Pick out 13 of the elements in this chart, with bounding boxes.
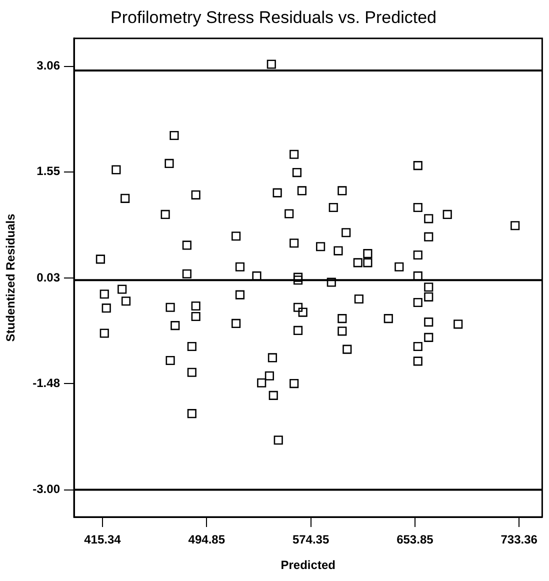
x-tick-label: 733.36 xyxy=(500,532,538,547)
chart-title: Profilometry Stress Residuals vs. Predicted xyxy=(110,8,436,27)
x-axis-title: Predicted xyxy=(280,558,336,572)
y-tick-label: 1.55 xyxy=(36,164,60,178)
y-tick-label: -1.48 xyxy=(32,376,60,390)
x-tick-label: 494.85 xyxy=(188,532,226,547)
y-tick-label: 3.06 xyxy=(36,58,60,73)
y-tick-label: -3.00 xyxy=(32,482,60,496)
y-axis-title: Studentized Residuals xyxy=(4,213,18,342)
y-tick-label: 0.03 xyxy=(36,270,60,284)
x-tick-label: 653.85 xyxy=(396,532,434,547)
x-tick-label: 415.34 xyxy=(84,532,122,547)
x-tick-label: 574.35 xyxy=(292,532,330,547)
